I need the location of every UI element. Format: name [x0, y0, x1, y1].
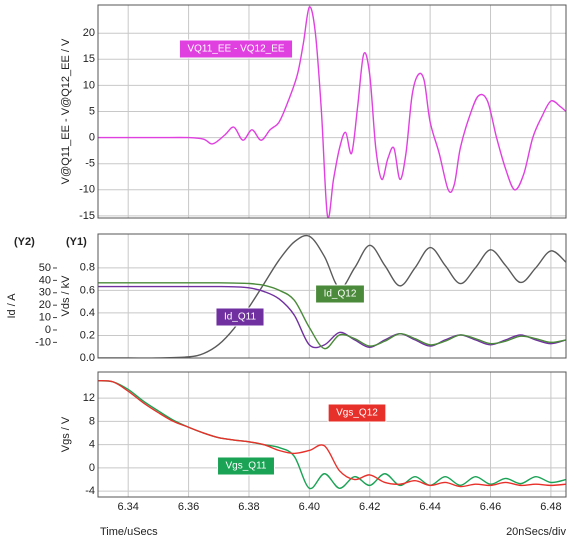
y2-tick-label: 0	[45, 324, 51, 336]
y2-tick-label: 50	[39, 262, 51, 274]
y2-tick-label: 20	[39, 299, 51, 311]
y-tick-label: 0.2	[80, 329, 95, 341]
legend-label: Vgs_Q12	[336, 408, 378, 419]
scale-note: 20nSecs/div	[506, 526, 566, 538]
y-tick-label: 20	[83, 27, 95, 39]
legend-box	[178, 39, 294, 59]
y2-tick-label: -10	[35, 336, 51, 348]
series-line	[98, 6, 566, 218]
y2-tick-label: 30	[39, 287, 51, 299]
plot-area	[98, 372, 566, 497]
y-tick-label: 10	[83, 79, 95, 91]
legend-box	[327, 403, 387, 423]
y-tick-label: -10	[79, 184, 95, 196]
y2-tick-label: 40	[39, 274, 51, 286]
y2-tick-label: 10	[39, 311, 51, 323]
y-tick-label: -5	[85, 158, 95, 170]
y-tick-label: 0	[89, 462, 95, 474]
y-tick-label: 4	[89, 439, 95, 451]
x-axis-label: Time/uSecs	[100, 526, 158, 538]
y-tick-label: 8	[89, 415, 95, 427]
series-line	[98, 282, 566, 350]
legend-label: Id_Q12	[324, 289, 357, 300]
x-tick-label: 6.48	[540, 501, 561, 513]
y-axis-label: Vgs / V	[60, 416, 72, 452]
x-tick-label: 6.46	[480, 501, 501, 513]
y-tick-label: 12	[83, 392, 95, 404]
legend-label: Id_Q11	[224, 312, 256, 323]
plot-frame	[97, 371, 567, 498]
plot-frame	[97, 4, 567, 219]
y-tick-label: 0	[89, 132, 95, 144]
x-tick-label: 6.42	[359, 501, 380, 513]
series-line	[98, 234, 566, 358]
y-tick-label: -4	[85, 485, 95, 497]
x-tick-label: 6.36	[178, 501, 199, 513]
y-axis-label: V@Q11_EE - V@Q12_EE / V	[60, 38, 72, 184]
y-tick-label: 15	[83, 53, 95, 65]
y-tick-label: 0.0	[80, 352, 95, 364]
y-axis-tag: (Y1)	[66, 236, 87, 248]
y-axis-label: Vds / kV	[60, 275, 72, 317]
series-line	[98, 380, 566, 490]
legend-label: VQ11_EE - VQ12_EE	[187, 44, 284, 55]
legend-box	[315, 284, 365, 304]
x-tick-label: 6.34	[117, 501, 138, 513]
plot-frame	[97, 233, 567, 359]
legend-box	[217, 456, 275, 476]
x-tick-label: 6.40	[299, 501, 320, 513]
y-tick-label: -15	[79, 210, 95, 222]
y-tick-label: 5	[89, 105, 95, 117]
x-tick-label: 6.44	[419, 501, 440, 513]
y2-axis-label: Id / A	[6, 293, 18, 319]
y-tick-label: 0.4	[80, 307, 95, 319]
series-line	[98, 380, 566, 488]
legend-label: Vgs_Q11	[226, 461, 267, 472]
y2-axis-tag: (Y2)	[14, 236, 35, 248]
legend-box	[215, 307, 265, 327]
y-tick-label: 0.8	[80, 262, 95, 274]
x-tick-label: 6.38	[238, 501, 259, 513]
y-tick-label: 0.6	[80, 284, 95, 296]
